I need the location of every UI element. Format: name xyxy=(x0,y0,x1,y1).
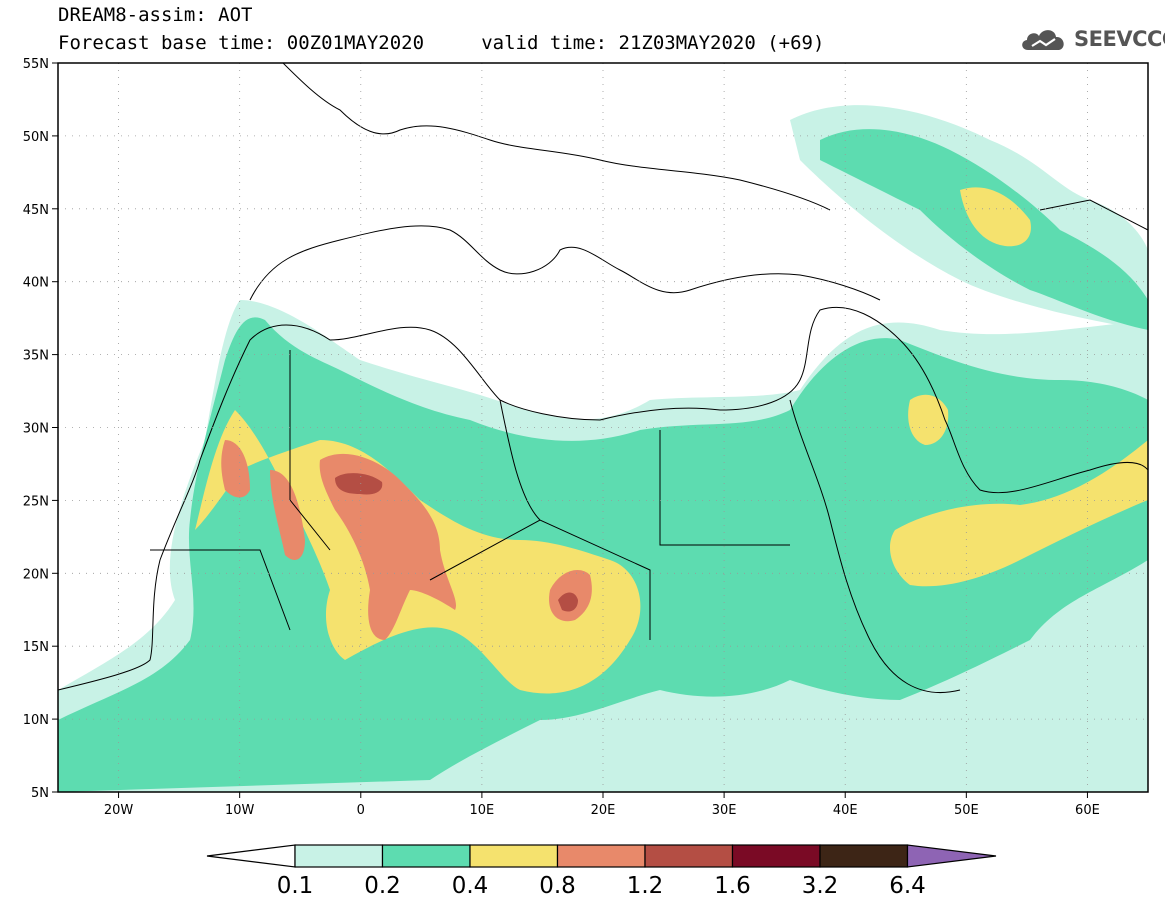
cloud-logo-icon xyxy=(1022,30,1064,50)
colorbar-level-label: 0.4 xyxy=(452,873,489,899)
colorbar-segment xyxy=(731,844,821,868)
colorbar-level-label: 0.1 xyxy=(277,873,314,899)
colorbar-level-label: 0.8 xyxy=(539,873,576,899)
colorbar-segment xyxy=(819,844,909,868)
aot-level-0.8 xyxy=(221,440,592,640)
lon-tick-label: 0 xyxy=(357,803,365,818)
lon-tick-label: 10E xyxy=(470,803,495,818)
seevccc-logo: SEEVCCC xyxy=(1018,24,1165,54)
colorbar-max-arrow xyxy=(906,844,997,868)
colorbar-segment xyxy=(469,844,559,868)
lon-tick-label: 50E xyxy=(954,803,979,818)
map-axes: 55N 50N 45N 40N 35N 30N 25N 20N 15N 10N 5N 20W 10W 0 1… xyxy=(23,57,1100,818)
lat-tick-label: 10N xyxy=(23,713,49,728)
lat-tick-label: 50N xyxy=(23,130,49,145)
lat-tick-label: 45N xyxy=(23,203,49,218)
lat-tick-label: 15N xyxy=(23,640,49,655)
lon-tick-label: 20W xyxy=(104,803,134,818)
aot-level-1.2 xyxy=(335,473,578,612)
lon-tick-label: 10W xyxy=(225,803,255,818)
lat-tick-label: 35N xyxy=(23,349,49,364)
grid-lines xyxy=(58,63,1148,792)
colorbar-min-arrow xyxy=(206,844,296,868)
lat-tick-label: 40N xyxy=(23,276,49,291)
forecast-time-line: Forecast base time: 00Z01MAY2020 valid t… xyxy=(58,32,825,54)
colorbar-segment xyxy=(381,844,471,868)
lat-tick-label: 5N xyxy=(31,786,49,801)
logo-text: SEEVCCC xyxy=(1074,27,1165,51)
lat-tick-label: 55N xyxy=(23,57,49,72)
lon-tick-label: 60E xyxy=(1075,803,1100,818)
colorbar-level-label: 1.2 xyxy=(627,873,664,899)
colorbar-level-label: 1.6 xyxy=(714,873,751,899)
colorbar-segment xyxy=(294,844,384,868)
lat-tick-label: 25N xyxy=(23,494,49,509)
aot-field xyxy=(58,105,1148,792)
lon-tick-label: 30E xyxy=(712,803,737,818)
colorbar-level-label: 0.2 xyxy=(364,873,401,899)
colorbar-segment xyxy=(644,844,734,868)
lon-tick-label: 20E xyxy=(591,803,616,818)
colorbar-level-label: 6.4 xyxy=(889,873,926,899)
colorbar-segment xyxy=(556,844,646,868)
lat-tick-label: 20N xyxy=(23,567,49,582)
lat-tick-label: 30N xyxy=(23,422,49,437)
lon-tick-label: 40E xyxy=(833,803,858,818)
colorbar: 0.1 0.2 0.4 0.8 1.2 1.6 3.2 6.4 xyxy=(206,844,997,899)
colorbar-level-label: 3.2 xyxy=(802,873,839,899)
map-title: DREAM8-assim: AOT xyxy=(58,4,253,26)
